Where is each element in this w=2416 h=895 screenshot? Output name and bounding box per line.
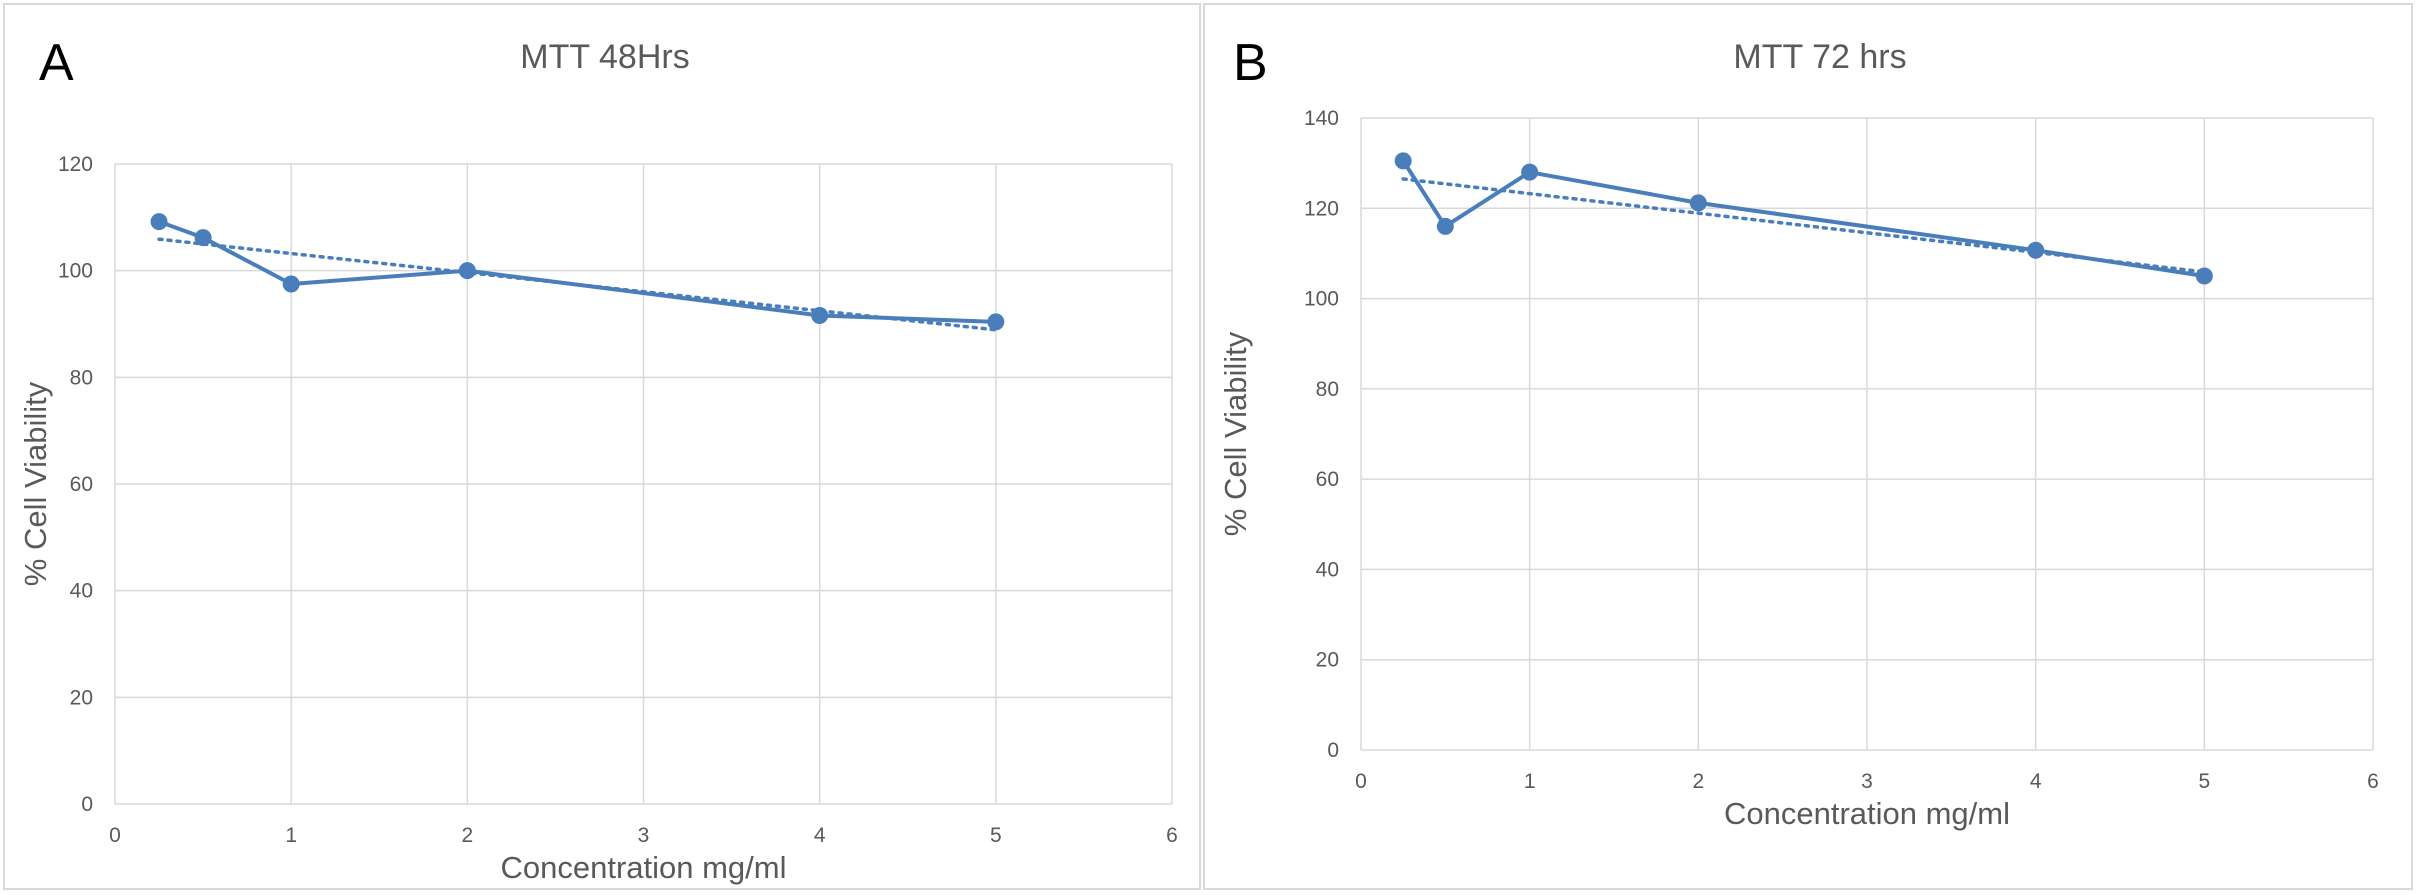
chart-title: MTT 48Hrs bbox=[520, 38, 690, 76]
data-point bbox=[811, 306, 829, 324]
x-tick-label: 5 bbox=[2198, 770, 2210, 793]
chart-plot-a: 0 20 40 60 80 100 120 0 1 2 3 4 5 6 Concentration mg/m… bbox=[18, 153, 1178, 885]
x-tick-label: 6 bbox=[2367, 770, 2379, 793]
data-point bbox=[1394, 152, 1412, 170]
chart-plot-b: 0 20 40 60 80 100 120 140 0 1 2 3 4 5 6 Concentration m… bbox=[1218, 107, 2379, 831]
x-tick-label: 5 bbox=[990, 824, 1002, 847]
x-tick-label: 4 bbox=[814, 824, 826, 847]
panel-label: A bbox=[39, 34, 74, 92]
series-line bbox=[158, 219, 996, 324]
series-line bbox=[1401, 159, 2205, 278]
data-point bbox=[1521, 163, 1539, 181]
x-tick-label: 2 bbox=[461, 824, 473, 847]
y-tick-label: 0 bbox=[1327, 739, 1339, 762]
y-tick-label: 100 bbox=[1304, 288, 1339, 311]
y-tick-label: 60 bbox=[1316, 468, 1339, 491]
y-tick-label: 0 bbox=[81, 793, 93, 816]
x-tick-label: 4 bbox=[2030, 770, 2042, 793]
x-tick-label: 1 bbox=[1524, 770, 1536, 793]
y-tick-label: 40 bbox=[70, 580, 93, 603]
y-tick-label: 80 bbox=[1316, 378, 1339, 401]
y-tick-label: 20 bbox=[1316, 649, 1339, 672]
data-point bbox=[282, 275, 300, 293]
data-point bbox=[2195, 267, 2213, 285]
data-point bbox=[194, 229, 212, 247]
y-tick-label: 20 bbox=[70, 686, 93, 709]
x-tick-label: 0 bbox=[109, 824, 121, 847]
x-tick-label: 3 bbox=[638, 824, 650, 847]
y-tick-label: 80 bbox=[70, 366, 93, 389]
x-tick-label: 2 bbox=[1692, 770, 1704, 793]
x-axis-title: Concentration mg/ml bbox=[500, 850, 786, 885]
chart-title: MTT 72 hrs bbox=[1733, 38, 1907, 76]
x-axis-title: Concentration mg/ml bbox=[1724, 796, 2010, 831]
y-tick-label: 40 bbox=[1316, 558, 1339, 581]
x-tick-label: 3 bbox=[1861, 770, 1873, 793]
data-point bbox=[1689, 194, 1707, 212]
data-point bbox=[2027, 241, 2045, 259]
trendline bbox=[157, 237, 998, 332]
y-axis-title: % Cell Viability bbox=[18, 381, 53, 586]
x-tick-label: 0 bbox=[1355, 770, 1367, 793]
data-point bbox=[458, 262, 476, 280]
chart-panel-b: B MTT 72 hrs 0 20 40 60 80 100 120 140 0 1 2 3 4 5 6 Co… bbox=[1203, 3, 2413, 890]
y-tick-label: 60 bbox=[70, 473, 93, 496]
data-point bbox=[150, 213, 168, 231]
chart-panel-a: A MTT 48Hrs 0 20 40 60 80 100 120 0 1 2 3 4 5 6 Concen… bbox=[3, 3, 1201, 890]
data-point bbox=[1436, 217, 1454, 235]
y-tick-label: 140 bbox=[1304, 107, 1339, 130]
x-tick-label: 1 bbox=[285, 824, 297, 847]
y-tick-label: 120 bbox=[1304, 197, 1339, 220]
y-axis-title: % Cell Viability bbox=[1218, 331, 1253, 536]
y-tick-label: 100 bbox=[58, 260, 93, 283]
panel-label: B bbox=[1233, 34, 1268, 92]
y-tick-label: 120 bbox=[58, 153, 93, 176]
trendline bbox=[1401, 177, 2207, 274]
data-point bbox=[987, 313, 1005, 331]
x-tick-label: 6 bbox=[1166, 824, 1178, 847]
